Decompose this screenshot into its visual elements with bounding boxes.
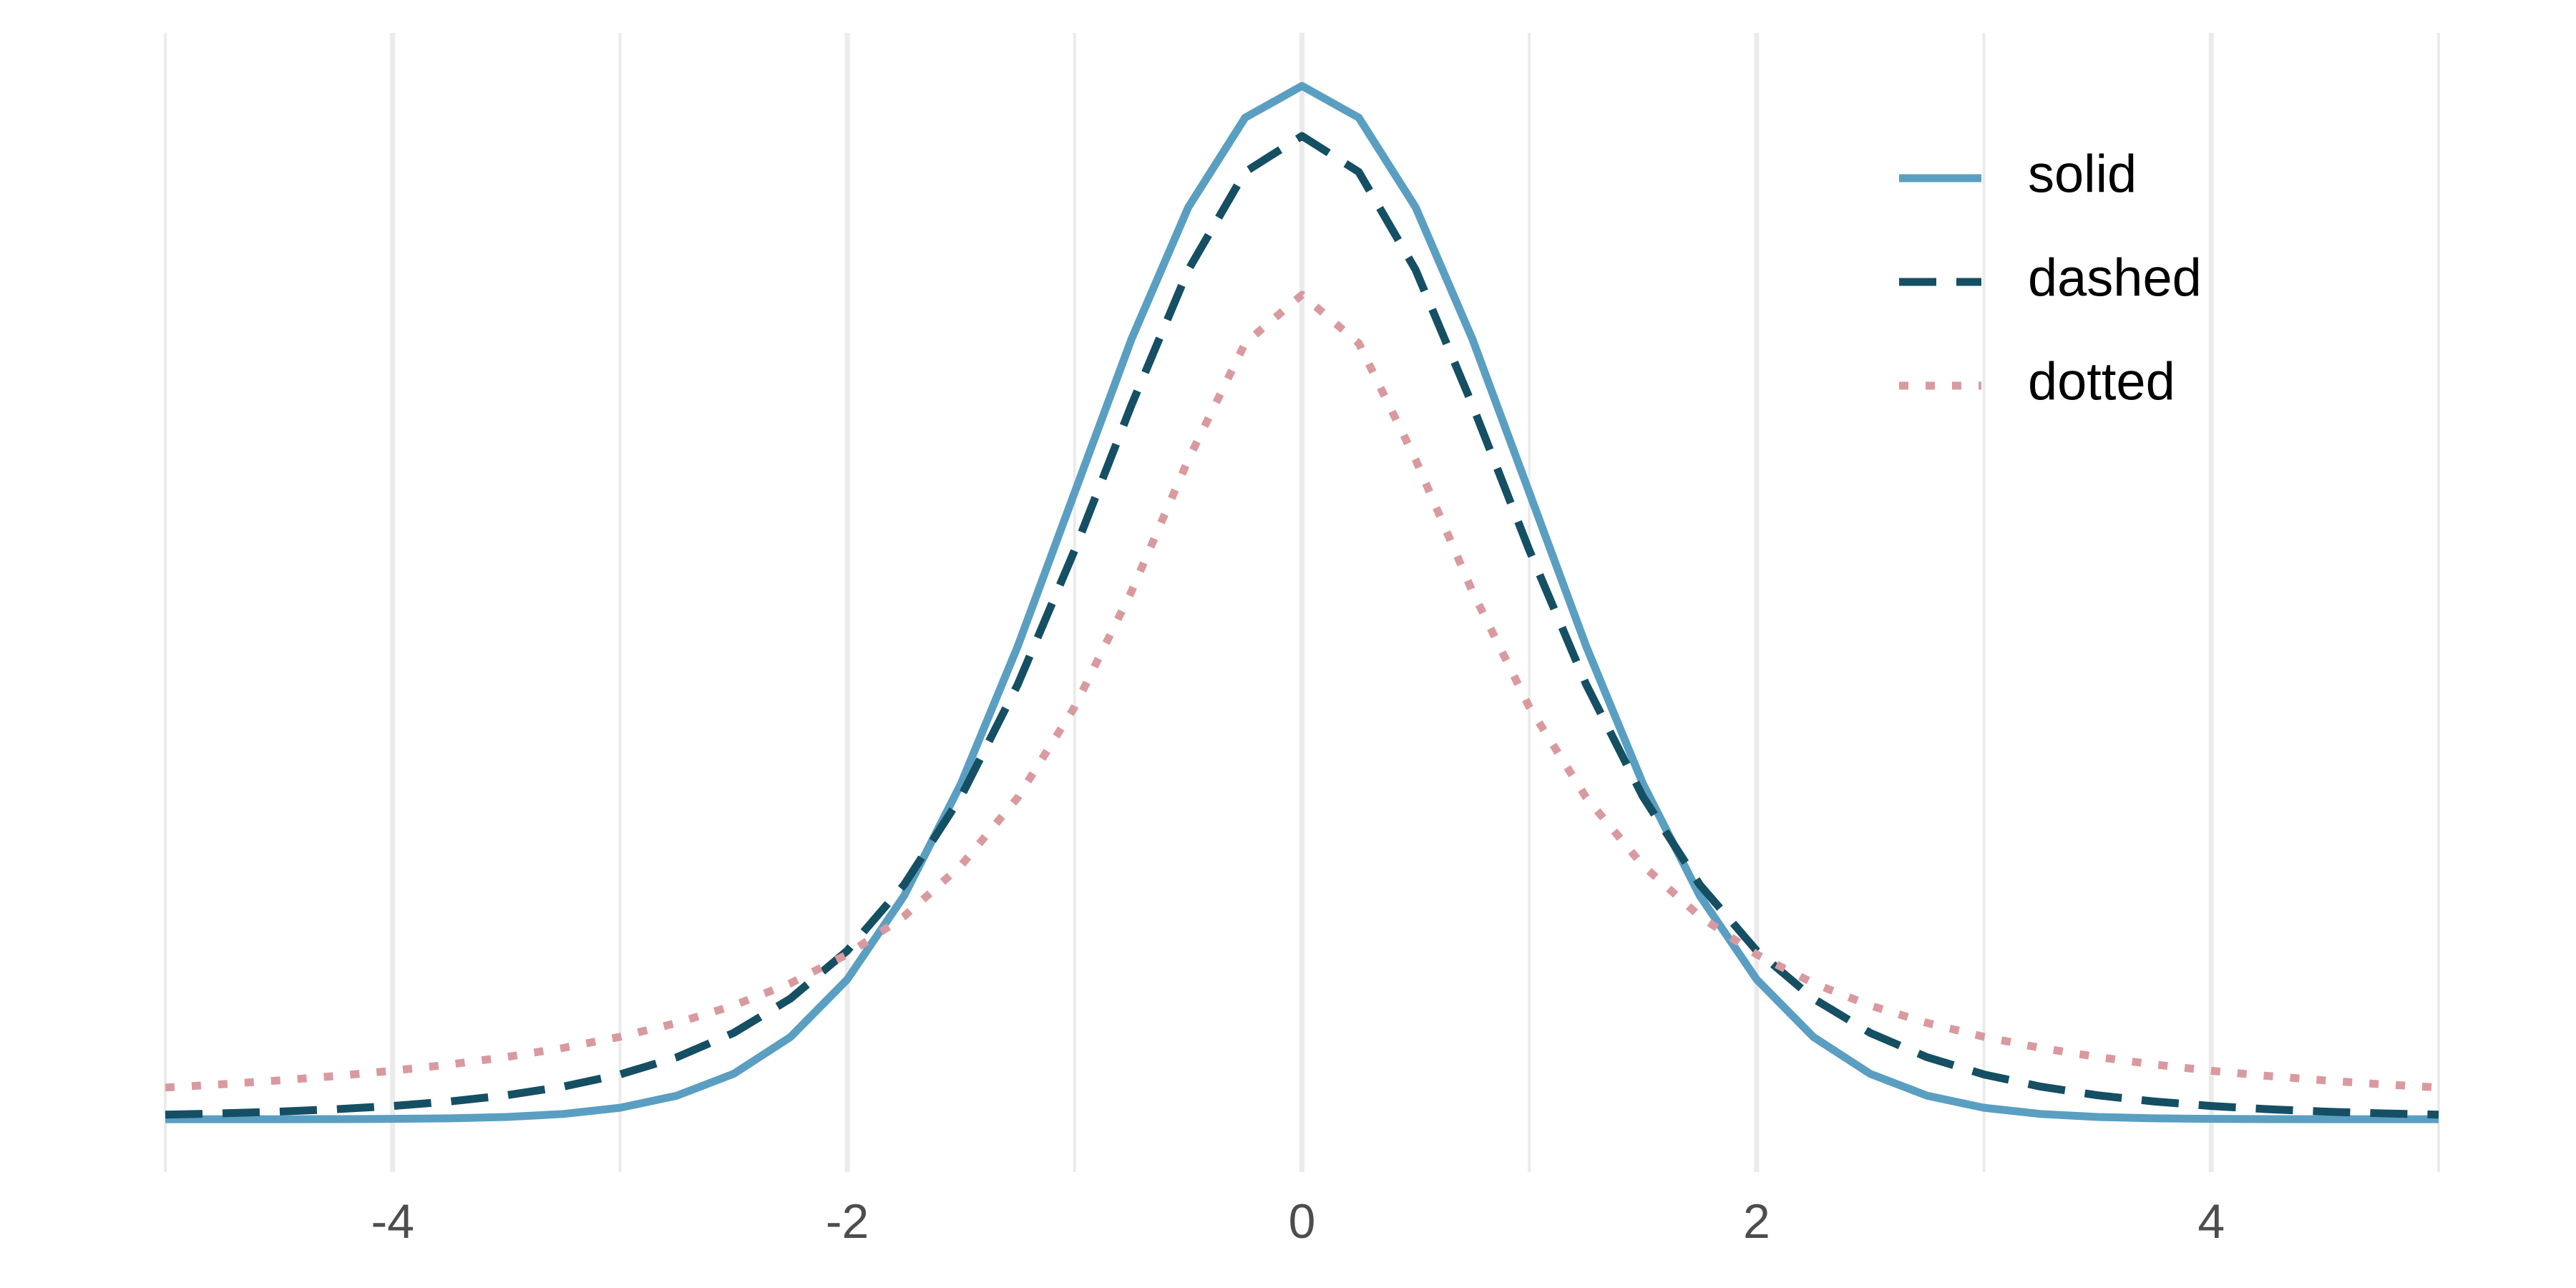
x-tick-label: 4 [2197, 1194, 2225, 1249]
legend-label: dotted [2028, 352, 2175, 411]
series-line [165, 291, 2439, 1092]
x-tick-label: 2 [1743, 1194, 1770, 1249]
series-line [165, 132, 2439, 1119]
legend-label: solid [2028, 145, 2137, 204]
x-tick-label: 0 [1289, 1194, 1316, 1249]
series-line [165, 82, 2439, 1123]
x-tick-label: -2 [826, 1194, 869, 1249]
legend-label: dashed [2028, 248, 2202, 308]
x-tick-label: -4 [371, 1194, 414, 1249]
